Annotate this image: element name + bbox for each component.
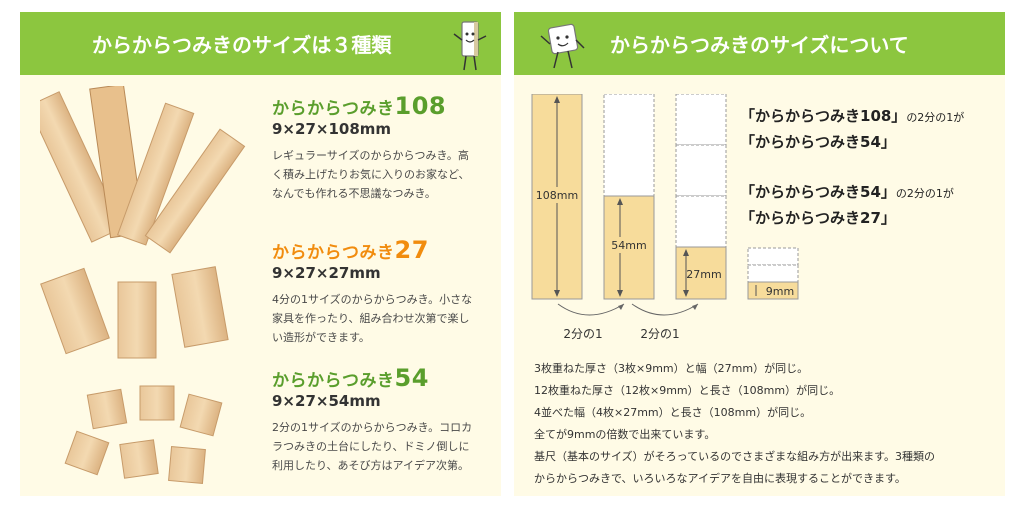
sizes-title: からからつみきのサイズは３種類 [92, 33, 392, 57]
half-label-1: 2分の1 [563, 327, 602, 341]
fact-line: 全てが9mmの倍数で出来ています。 [534, 428, 716, 441]
relation-108-54: 「からからつみき108」の2分の1が 「からからつみき54」 [740, 107, 965, 151]
block-9 [747, 281, 799, 300]
fact-line: からからつみきで、いろいろなアイデアを自由に表現することができます。 [534, 472, 906, 485]
short-blocks [40, 266, 229, 359]
product-27-size: 9×27×27mm [272, 264, 381, 282]
product-27: からからつみき27 9×27×27mm 4分の1サイズのからからつみき。小さな … [272, 236, 494, 347]
product-108-desc: レギュラーサイズのからからつみき。高 く積み上げたりお気に入りのお家など、 なん… [272, 149, 470, 200]
label-9mm: 9mm [766, 285, 794, 298]
about-title: からからつみきのサイズについて [610, 33, 909, 57]
product-108: からからつみき108 9×27×108mm レギュラーサイズのからからつみき。高… [272, 92, 494, 203]
product-54-name: からからつみき54 [272, 364, 429, 392]
wood-blocks-illustration [40, 86, 246, 484]
size-facts: 3枚重ねた厚さ（3枚×9mm）と幅（27mm）が同じ。 12枚重ねた厚さ（12枚… [534, 358, 935, 490]
sizes-banner: からからつみきのサイズは３種類 [20, 12, 501, 75]
product-54-size: 9×27×54mm [272, 392, 381, 410]
block-mascot-icon [540, 23, 585, 69]
product-54: からからつみき54 9×27×54mm 2分の1サイズのからからつみき。コロカ … [272, 364, 494, 475]
half-label-2: 2分の1 [640, 327, 679, 341]
block-mascot-icon [453, 21, 487, 71]
product-108-name: からからつみき108 [272, 92, 447, 120]
relation-54-27: 「からからつみき54」の2分の1が 「からからつみき27」 [740, 183, 954, 227]
label-54mm: 54mm [611, 239, 646, 252]
size-about-panel: からからつみきのサイズについて 108mm 54mm 27mm [514, 12, 1005, 496]
fact-line: 4並べた幅（4枚×27mm）と長さ（108mm）が同じ。 [534, 406, 812, 419]
fact-line: 基尺（基本のサイズ）がそろっているのでさまざまな組み方が出来ます。3種類の [534, 450, 936, 463]
size-diagram: 108mm 54mm 27mm 9mm 2分の1 2分の1 [531, 94, 799, 341]
about-banner: からからつみきのサイズについて [514, 12, 1005, 75]
fact-line: 3枚重ねた厚さ（3枚×9mm）と幅（27mm）が同じ。 [534, 362, 809, 375]
label-108mm: 108mm [536, 189, 578, 202]
long-blocks [40, 86, 246, 254]
fact-line: 12枚重ねた厚さ（12枚×9mm）と長さ（108mm）が同じ。 [534, 384, 841, 397]
product-27-name: からからつみき27 [272, 236, 429, 264]
sizes-panel: からからつみきのサイズは３種類 [20, 12, 501, 496]
product-108-size: 9×27×108mm [272, 120, 392, 138]
label-27mm: 27mm [686, 268, 721, 281]
cube-blocks [64, 385, 223, 484]
product-54-desc: 2分の1サイズのからからつみき。コロカ ラつみきの土台にしたり、ドミノ倒しに 利… [272, 421, 473, 472]
product-27-desc: 4分の1サイズのからからつみき。小さな 家具を作ったり、組み合わせ次第で楽し い… [272, 293, 473, 344]
